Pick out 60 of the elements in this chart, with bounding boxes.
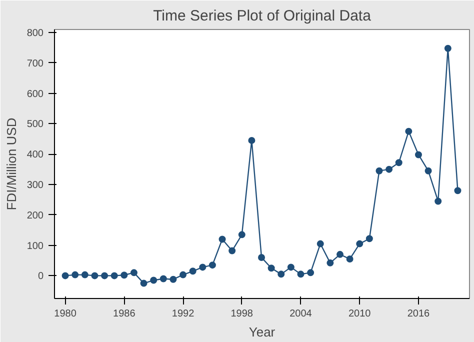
point xyxy=(424,167,432,174)
point xyxy=(268,264,275,272)
point xyxy=(180,271,187,278)
x-tick-label: 1998 xyxy=(230,308,254,320)
point xyxy=(278,270,285,278)
point xyxy=(170,276,177,283)
y-tick-label: 800 xyxy=(26,28,44,40)
point xyxy=(346,255,354,262)
chart-title: Time Series Plot of Original Data xyxy=(153,8,372,24)
point xyxy=(336,250,344,258)
y-axis-title: FDI/Million USD xyxy=(4,118,19,210)
point xyxy=(140,280,148,287)
y-tick-label: 600 xyxy=(26,88,44,100)
y-tick-label: 200 xyxy=(26,210,44,222)
point xyxy=(434,198,442,205)
point xyxy=(248,136,256,144)
point xyxy=(356,240,364,248)
x-tick-label: 1986 xyxy=(113,308,136,320)
y-tick-label: 300 xyxy=(26,180,44,192)
point xyxy=(307,269,314,276)
point xyxy=(386,166,393,173)
y-tick-label: 400 xyxy=(26,150,44,161)
point xyxy=(199,264,206,271)
x-tick-label: 2010 xyxy=(348,308,372,320)
y-tick-label: 0 xyxy=(38,271,44,282)
point xyxy=(454,187,462,194)
point xyxy=(238,231,246,238)
point xyxy=(258,254,266,261)
x-axis-title: Year xyxy=(248,324,276,340)
point xyxy=(130,269,138,276)
point xyxy=(218,236,226,243)
point xyxy=(297,270,304,278)
point xyxy=(160,275,167,282)
point xyxy=(395,159,402,166)
x-tick-label: 2004 xyxy=(290,308,312,320)
point xyxy=(326,259,334,266)
point xyxy=(316,240,324,248)
point xyxy=(414,151,422,158)
y-tick-label: 700 xyxy=(26,58,44,70)
point xyxy=(91,272,98,280)
point xyxy=(62,272,69,280)
point xyxy=(81,271,88,278)
point xyxy=(150,276,158,284)
point xyxy=(376,167,383,174)
point xyxy=(101,272,108,280)
point xyxy=(444,44,452,52)
point xyxy=(110,272,118,280)
point xyxy=(405,128,412,135)
point xyxy=(366,235,373,242)
y-tick-label: 100 xyxy=(26,240,44,252)
point xyxy=(208,262,216,269)
x-tick-label: 2016 xyxy=(407,308,430,320)
point xyxy=(189,268,196,275)
x-tick-label: 1992 xyxy=(172,308,195,320)
x-tick-label: 1980 xyxy=(54,308,77,320)
point xyxy=(228,247,236,254)
point xyxy=(120,272,128,279)
y-tick-label: 500 xyxy=(26,119,44,130)
point xyxy=(287,264,294,271)
point xyxy=(72,271,79,278)
